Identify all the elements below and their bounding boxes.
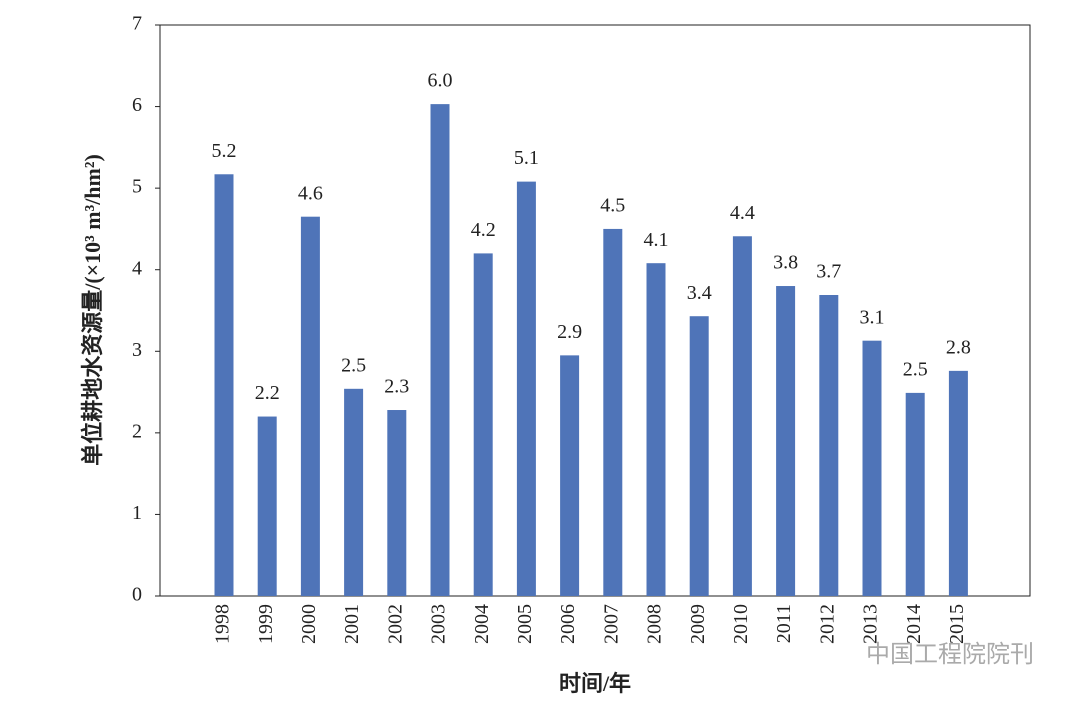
y-tick-label: 6 [132, 94, 142, 116]
watermark: 中国工程院院刊 [866, 640, 1034, 668]
x-tick-label: 2004 [471, 604, 493, 644]
x-tick-label: 2006 [557, 604, 579, 644]
x-tick-label: 1999 [255, 604, 277, 644]
value-label: 2.5 [903, 358, 928, 380]
x-tick-label: 2003 [428, 604, 450, 644]
value-label: 2.2 [255, 382, 280, 404]
bar [905, 392, 925, 596]
bar [344, 388, 364, 596]
bar [646, 263, 666, 596]
x-tick-label: 1998 [212, 604, 234, 644]
bar [732, 236, 752, 596]
x-tick-label: 2014 [903, 604, 925, 644]
value-label: 4.2 [471, 219, 496, 241]
plot-frame [159, 24, 1031, 597]
x-tick-label: 2015 [946, 604, 968, 644]
bar [214, 174, 234, 597]
y-tick-label: 3 [132, 339, 142, 361]
value-label: 3.7 [816, 261, 841, 283]
bar [948, 370, 968, 596]
y-tick-label: 5 [132, 176, 142, 198]
y-axis-title: 单位耕地水资源量/(×10³ m³/hm²) [80, 154, 105, 466]
x-tick-label: 2009 [687, 604, 709, 644]
bar [473, 253, 493, 596]
x-tick-label: 2010 [730, 604, 752, 644]
value-label: 2.5 [341, 354, 366, 376]
bar [516, 181, 536, 597]
bar [689, 316, 709, 596]
bar [257, 416, 277, 596]
value-label: 3.8 [773, 252, 798, 274]
x-tick-label: 2005 [514, 604, 536, 644]
x-tick-label: 2013 [860, 604, 882, 644]
bar [603, 228, 623, 596]
value-label: 2.9 [557, 321, 582, 343]
y-tick-label: 0 [132, 584, 142, 606]
value-label: 4.4 [730, 202, 755, 224]
value-label: 4.5 [600, 195, 625, 217]
value-label: 3.4 [687, 282, 712, 304]
x-tick-label: 2007 [600, 604, 622, 644]
value-label: 2.8 [946, 336, 971, 358]
value-label: 2.3 [384, 376, 409, 398]
bar [862, 340, 882, 596]
bar [300, 216, 320, 596]
value-label: 3.1 [860, 306, 885, 328]
y-tick-label: 1 [132, 502, 142, 524]
x-tick-label: 2001 [341, 604, 363, 644]
bar [560, 355, 580, 596]
y-tick-label: 2 [132, 420, 142, 442]
value-label: 5.1 [514, 147, 539, 169]
x-tick-label: 2000 [298, 604, 320, 644]
bar [387, 410, 407, 596]
x-tick-label: 2002 [384, 604, 406, 644]
x-tick-label: 2012 [816, 604, 838, 644]
x-axis-title: 时间/年 [559, 671, 631, 696]
bar [430, 104, 450, 597]
x-tick-label: 2008 [644, 604, 666, 644]
y-tick-label: 7 [132, 13, 142, 35]
value-label: 4.1 [644, 229, 669, 251]
value-label: 6.0 [428, 70, 453, 92]
bar [819, 295, 839, 596]
value-label: 5.2 [212, 140, 237, 162]
y-tick-label: 4 [132, 257, 142, 279]
bar [776, 286, 796, 596]
x-tick-label: 2011 [773, 604, 795, 643]
value-label: 4.6 [298, 182, 323, 204]
